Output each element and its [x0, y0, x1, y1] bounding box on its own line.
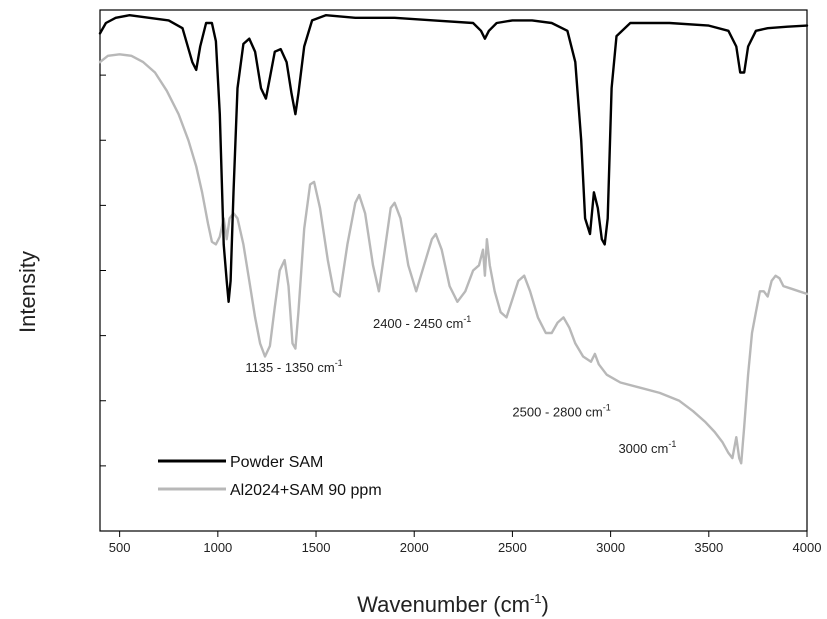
plot-frame [99, 9, 808, 532]
x-tick-label: 500 [109, 540, 131, 555]
x-tick-label: 1000 [203, 540, 232, 555]
x-tick-label: 3500 [694, 540, 723, 555]
annotation-label: 2400 - 2450 cm-1 [373, 314, 471, 331]
x-tick-label: 3000 [596, 540, 625, 555]
x-tick-label: 2000 [400, 540, 429, 555]
series-layer [98, 13, 809, 465]
annotation-label: 2500 - 2800 cm-1 [512, 402, 610, 419]
x-tick-label: 2500 [498, 540, 527, 555]
x-tick-label: 1500 [302, 540, 331, 555]
x-axis-ticks: 500 1000 1500 2000 2500 3000 3500 4000 [109, 531, 822, 555]
x-axis-title: Wavenumber (cm-1) [357, 591, 549, 617]
series-line-al2024-sam-90-ppm [98, 53, 809, 465]
legend-label-powder-sam: Powder SAM [230, 454, 323, 471]
annotations: 1135 - 1350 cm-1 2400 - 2450 cm-1 2500 - 2… [245, 314, 676, 456]
x-tick-label: 4000 [793, 540, 822, 555]
annotation-label: 1135 - 1350 cm-1 [245, 358, 342, 375]
annotation-label: 3000 cm-1 [618, 439, 676, 456]
y-axis-ticks [100, 74, 106, 467]
legend: Powder SAM Al2024+SAM 90 ppm [158, 454, 382, 499]
y-axis-title: Intensity [15, 251, 40, 333]
legend-label-al2024-sam: Al2024+SAM 90 ppm [230, 482, 382, 499]
series-line-powder-sam [98, 13, 809, 303]
